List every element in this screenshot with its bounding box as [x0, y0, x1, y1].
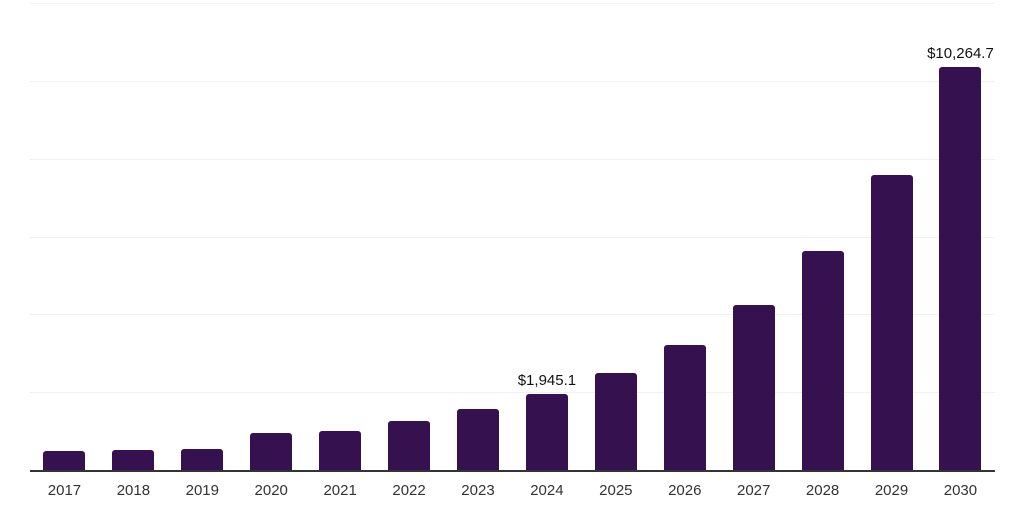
x-tick-label-2018: 2018 — [116, 482, 151, 499]
plot-area: $1,945.1 $10,264.7 — [30, 3, 995, 472]
bar-2026 — [663, 345, 706, 470]
bar-2029 — [870, 175, 913, 470]
bar-2027 — [732, 305, 775, 470]
gridline — [30, 314, 995, 316]
bar-slot-2026 — [650, 3, 719, 470]
bar-2022 — [388, 421, 431, 470]
bar-slot-2029 — [857, 3, 926, 470]
bars-container: $1,945.1 $10,264.7 — [30, 3, 995, 470]
bar-2028 — [801, 251, 844, 470]
bar-2025 — [594, 373, 637, 470]
x-tick-label-2023: 2023 — [461, 482, 495, 499]
x-tick-label-2029: 2029 — [874, 482, 909, 499]
gridline — [30, 3, 995, 4]
bar-slot-2021 — [306, 3, 375, 470]
bar-slot-2019 — [168, 3, 237, 470]
bar-slot-2027 — [719, 3, 788, 470]
x-axis-line — [30, 470, 995, 472]
value-label-2024: $1,945.1 — [517, 372, 577, 389]
value-label-2030: $10,264.7 — [927, 45, 994, 62]
x-tick-label-2017: 2017 — [47, 482, 82, 499]
bar-2019 — [181, 449, 224, 470]
bar-2024 — [525, 394, 568, 470]
bar-2030 — [939, 67, 982, 470]
gridline — [30, 158, 995, 160]
bar-slot-2024: $1,945.1 — [512, 3, 581, 470]
x-axis-tick-labels: 2017 2018 2019 2020 2021 2022 2023 2024 2025 2026… — [30, 481, 995, 500]
bar-2021 — [319, 431, 362, 470]
bar-slot-2017 — [30, 3, 99, 470]
bar-2023 — [456, 409, 499, 470]
x-tick-label-2025: 2025 — [599, 482, 633, 499]
gridline — [30, 392, 995, 394]
x-tick-label-2020: 2020 — [254, 482, 288, 499]
bar-slot-2028 — [788, 3, 857, 470]
x-tick-label-2022: 2022 — [392, 482, 426, 499]
bar-slot-2020 — [237, 3, 306, 470]
x-tick-label-2019: 2019 — [185, 482, 219, 499]
x-tick-label-2021: 2021 — [323, 482, 357, 499]
bar-slot-2030: $10,264.7 — [926, 3, 995, 470]
gridline — [30, 80, 995, 82]
x-tick-label-2026: 2026 — [668, 482, 702, 499]
bar-2020 — [250, 433, 293, 470]
bar-2017 — [43, 451, 86, 470]
bar-slot-2023 — [444, 3, 513, 470]
x-tick-label-2030: 2030 — [943, 482, 978, 499]
bar-slot-2018 — [99, 3, 168, 470]
x-tick-label-2028: 2028 — [805, 482, 840, 499]
bar-slot-2025 — [581, 3, 650, 470]
gridline — [30, 236, 995, 238]
bar-2018 — [112, 450, 155, 470]
x-tick-label-2027: 2027 — [736, 482, 771, 499]
x-tick-label-2024: 2024 — [530, 482, 564, 499]
bar-slot-2022 — [375, 3, 444, 470]
